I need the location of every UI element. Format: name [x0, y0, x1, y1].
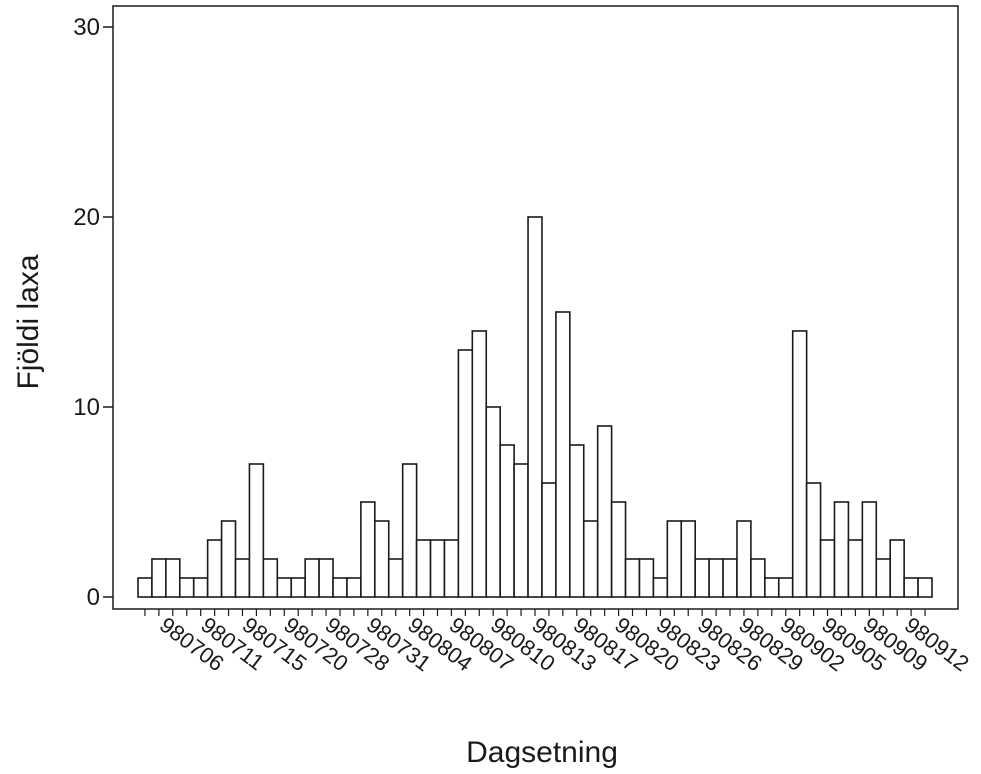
y-tick-label: 0 [87, 584, 100, 611]
bar [652, 577, 669, 598]
bar [764, 577, 780, 598]
bar [318, 558, 334, 598]
bar [415, 539, 432, 598]
bar [332, 577, 348, 598]
bar [596, 425, 613, 598]
bar [192, 577, 209, 598]
bar [165, 558, 181, 598]
bar [680, 520, 696, 598]
bar [374, 520, 390, 598]
bar [722, 558, 738, 598]
bar [443, 539, 460, 598]
bar [137, 577, 153, 598]
bar [736, 520, 752, 598]
bar [555, 311, 571, 598]
bar [471, 330, 488, 598]
bar [750, 558, 766, 598]
bar [499, 444, 515, 598]
bar [485, 406, 501, 598]
bar [847, 539, 864, 598]
bar [220, 520, 237, 598]
bar [527, 216, 543, 598]
bar [346, 577, 362, 598]
bar [387, 558, 404, 598]
bar [903, 577, 919, 598]
bar [262, 558, 279, 598]
bar [708, 558, 724, 598]
bar [304, 558, 320, 598]
bar [805, 482, 822, 598]
bar [234, 558, 251, 598]
bar [569, 444, 585, 598]
bars-group [137, 216, 933, 598]
bar [777, 577, 794, 598]
bar [290, 577, 306, 598]
bar [861, 501, 878, 598]
bar [360, 501, 376, 598]
bar [401, 463, 418, 598]
bar [429, 539, 446, 598]
bar [541, 482, 557, 598]
bar [666, 520, 683, 598]
bar [151, 558, 167, 598]
x-axis-title: Dagsetning [466, 736, 618, 769]
y-tick-label: 10 [73, 394, 100, 421]
bar [178, 577, 195, 598]
bar [276, 577, 293, 598]
bar [457, 349, 474, 598]
bar [875, 558, 892, 598]
y-tick-label: 30 [73, 14, 100, 41]
bar [582, 520, 599, 598]
bar [791, 330, 808, 598]
y-axis-title: Fjöldi laxa [12, 254, 45, 389]
bar [206, 539, 223, 598]
y-axis: 0 10 20 30 [73, 14, 113, 611]
bar [819, 539, 836, 598]
bar [917, 577, 933, 598]
bar [624, 558, 641, 598]
bar [610, 501, 627, 598]
x-axis: 9807069807119807159807209807289807319808… [144, 609, 974, 676]
bar [638, 558, 655, 598]
bar [513, 463, 529, 598]
bar [833, 501, 850, 598]
bar [248, 463, 265, 598]
bar [694, 558, 710, 598]
y-tick-label: 20 [73, 204, 100, 231]
bar [889, 539, 905, 598]
